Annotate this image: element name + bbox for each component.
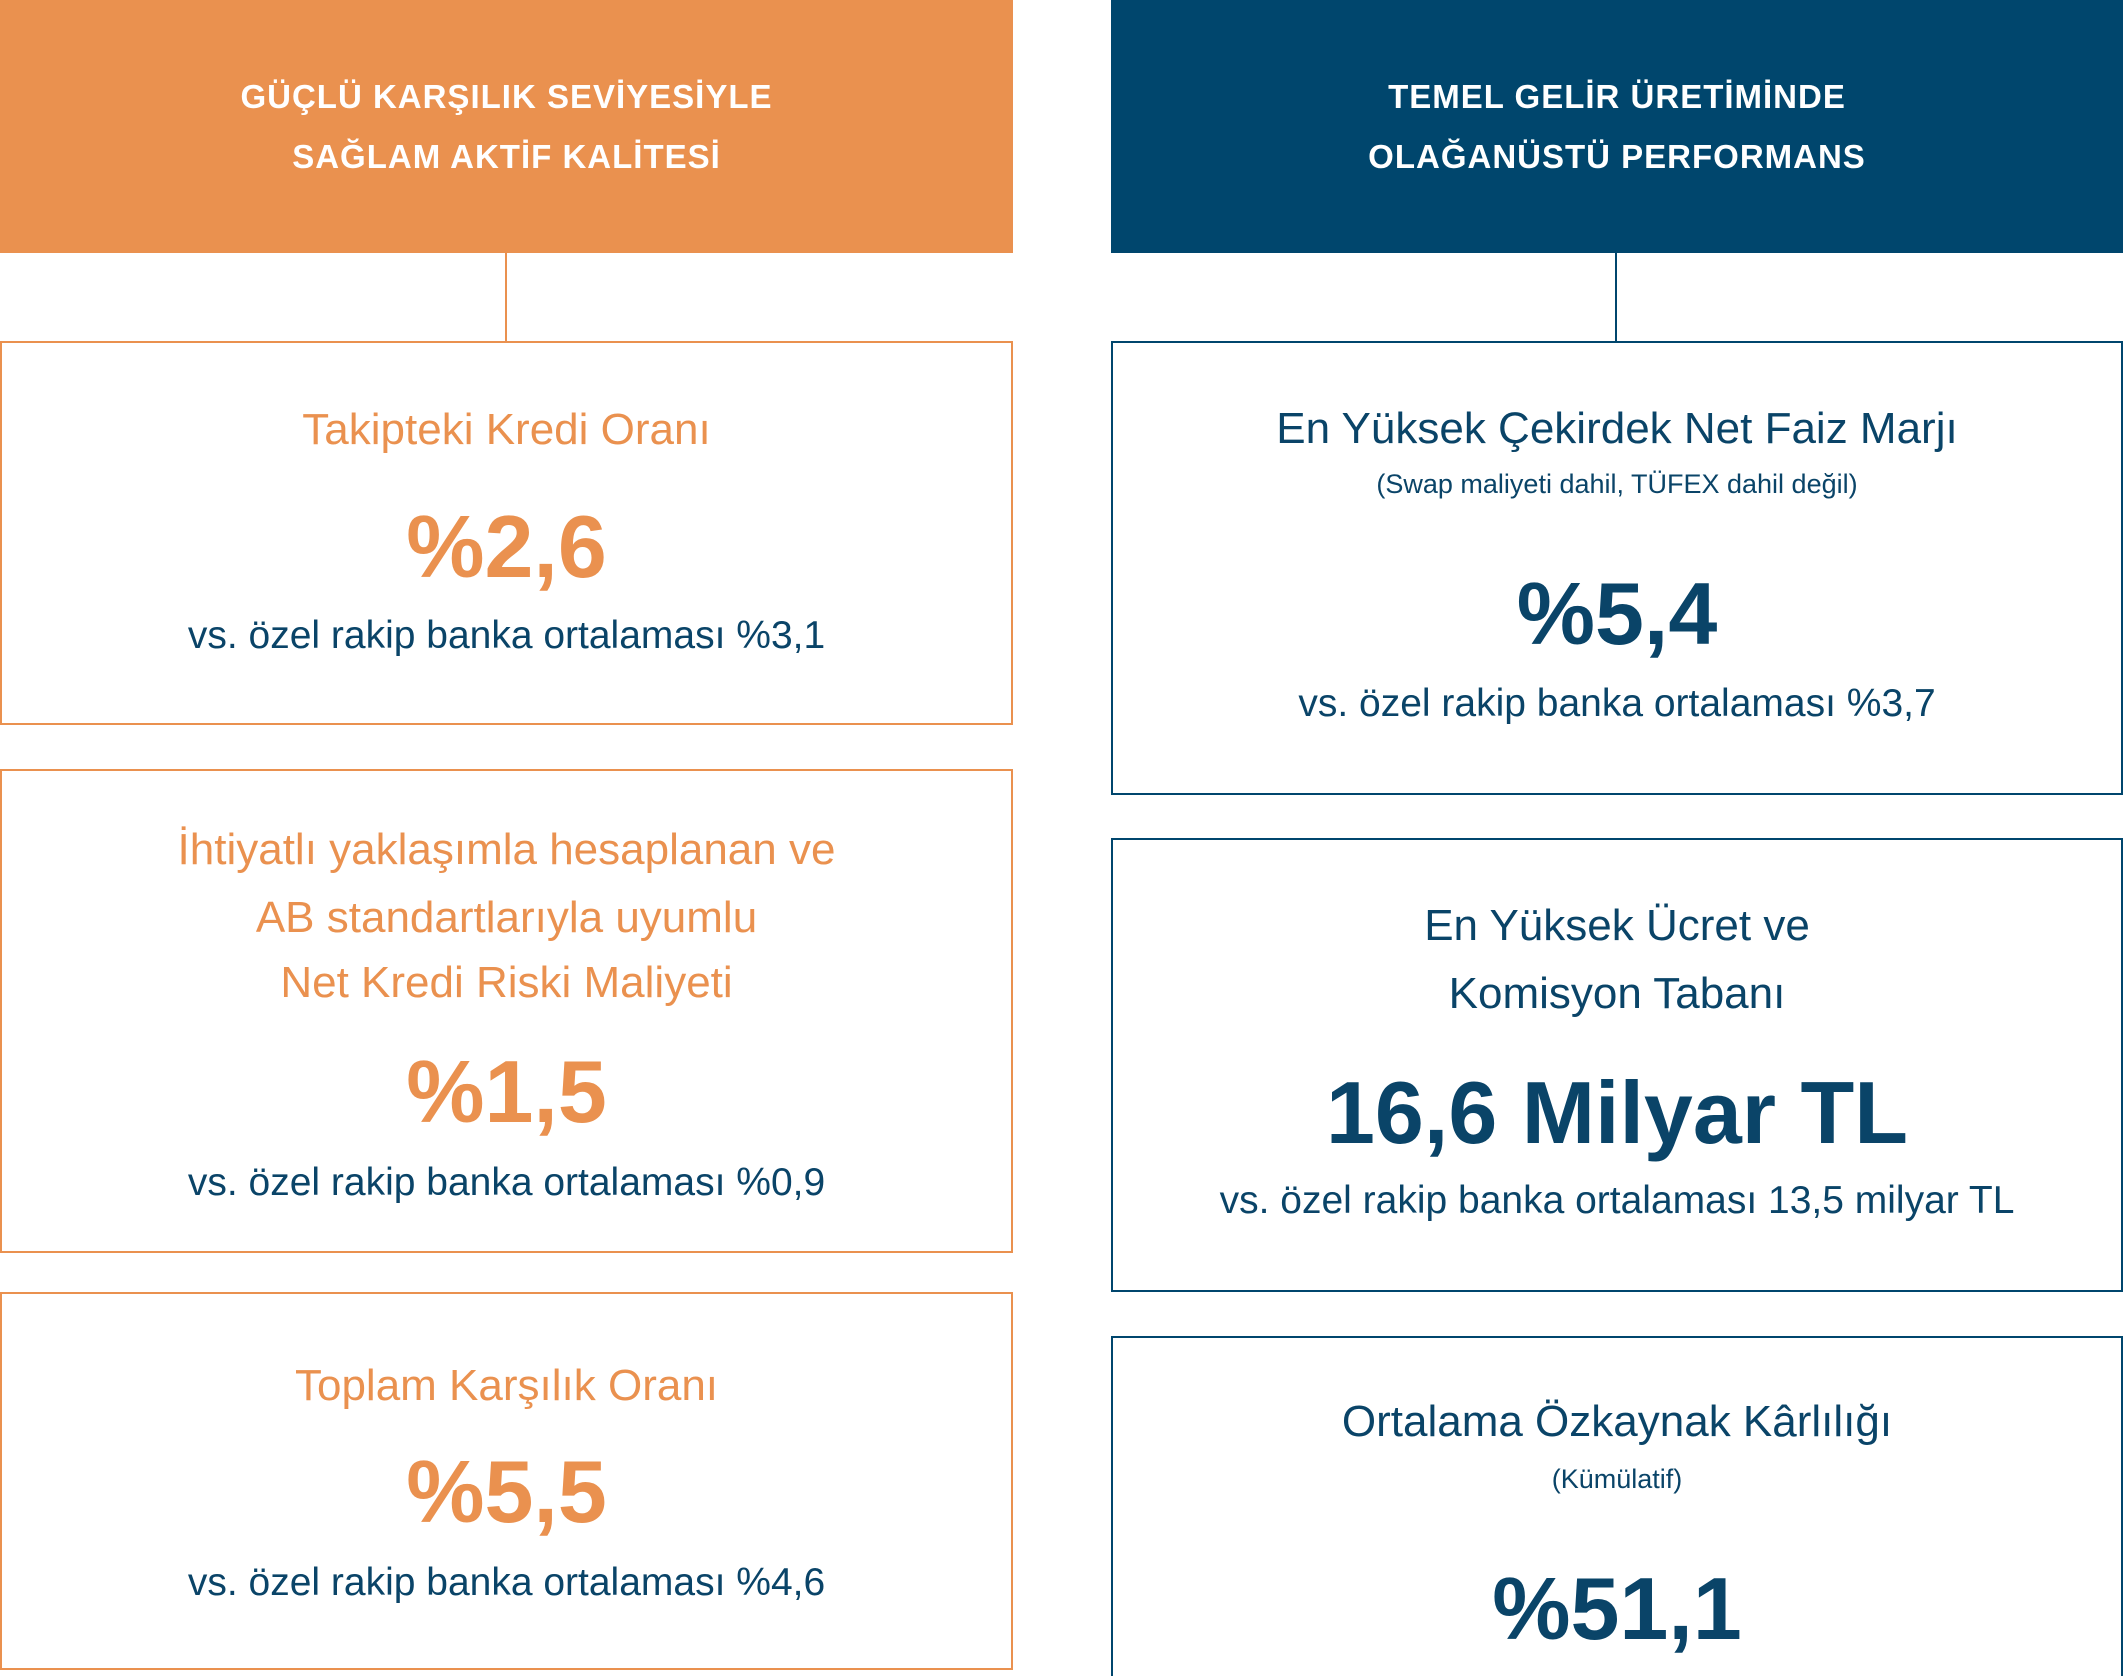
card-comparison: vs. özel rakip banka ortalaması %4,6: [187, 1561, 826, 1604]
card-note: (Kümülatif): [1551, 1464, 1683, 1494]
card-title-line-2: AB standartlarıyla uyumlu: [255, 893, 758, 942]
card-title-line-1: En Yüksek Ücret ve: [1424, 901, 1810, 950]
card-title: Toplam Karşılık Oranı: [294, 1361, 719, 1410]
card-npl-ratio: Takipteki Kredi Oranı %2,6 vs. özel raki…: [0, 341, 1013, 725]
left-panel-header: GÜÇLÜ KARŞILIK SEVİYESİYLE SAĞLAM AKTİF …: [0, 0, 1013, 253]
card-average-roe: Ortalama Özkaynak Kârlılığı (Kümülatif) …: [1111, 1336, 2123, 1676]
card-total-provision-ratio: Toplam Karşılık Oranı %5,5 vs. özel raki…: [0, 1292, 1013, 1670]
card-net-cost-of-risk: İhtiyatlı yaklaşımla hesaplanan ve AB st…: [0, 769, 1013, 1253]
card-title: Ortalama Özkaynak Kârlılığı: [1341, 1397, 1893, 1446]
card-comparison: vs. özel rakip banka ortalaması %0,9: [187, 1161, 826, 1204]
card-title-line-3: Net Kredi Riski Maliyeti: [280, 958, 733, 1007]
card-value: %5,5: [406, 1442, 607, 1541]
card-title: En Yüksek Çekirdek Net Faiz Marjı: [1276, 404, 1958, 453]
card-note: (Swap maliyeti dahil, TÜFEX dahil değil): [1376, 469, 1858, 499]
left-header-line-2: SAĞLAM AKTİF KALİTESİ: [292, 137, 721, 175]
card-comparison: vs. özel rakip banka ortalaması %3,7: [1298, 682, 1936, 725]
right-header-line-2: OLAĞANÜSTÜ PERFORMANS: [1368, 137, 1866, 175]
card-value: %2,6: [406, 497, 607, 596]
card-fee-commission-base: En Yüksek Ücret ve Komisyon Tabanı 16,6 …: [1111, 838, 2123, 1292]
left-header-line-1: GÜÇLÜ KARŞILIK SEVİYESİYLE: [240, 77, 773, 115]
card-value: %1,5: [406, 1042, 607, 1141]
left-connector-line: [505, 253, 507, 341]
card-title: Takipteki Kredi Oranı: [302, 405, 711, 454]
right-panel-header: TEMEL GELİR ÜRETİMİNDE OLAĞANÜSTÜ PERFOR…: [1111, 0, 2123, 253]
card-core-net-interest-margin: En Yüksek Çekirdek Net Faiz Marjı (Swap …: [1111, 341, 2123, 795]
card-comparison: vs. özel rakip banka ortalaması 13,5 mil…: [1219, 1179, 2015, 1222]
card-title-line-1: İhtiyatlı yaklaşımla hesaplanan ve: [177, 825, 836, 874]
card-value: %51,1: [1492, 1559, 1742, 1658]
card-value: 16,6 Milyar TL: [1325, 1063, 1908, 1162]
card-value: %5,4: [1516, 564, 1718, 663]
right-header-line-1: TEMEL GELİR ÜRETİMİNDE: [1388, 77, 1846, 115]
right-connector-line: [1615, 253, 1617, 341]
card-title-line-2: Komisyon Tabanı: [1448, 969, 1786, 1018]
card-comparison: vs. özel rakip banka ortalaması %3,1: [187, 614, 826, 657]
